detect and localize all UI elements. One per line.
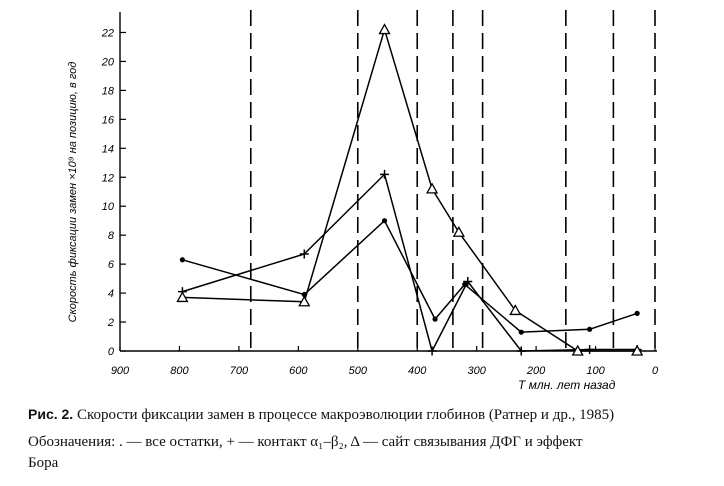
y-tick-label: 10 (102, 201, 115, 213)
triangle-point (509, 304, 522, 316)
triangle-point (176, 291, 189, 303)
y-tick-label: 18 (102, 85, 115, 97)
dot-point (634, 310, 640, 316)
figure-legend-line-2: Бора (28, 455, 59, 471)
series-line-triangle (182, 28, 638, 352)
figure-number: Рис. 2. (28, 406, 74, 422)
figure-caption-title: Рис. 2. Скорости фиксации замен в процес… (28, 406, 614, 424)
triangle-point (298, 295, 311, 307)
triangle-point (378, 23, 391, 35)
plus-point (299, 249, 309, 259)
x-tick-label: 100 (586, 365, 605, 377)
x-tick-label: 600 (289, 365, 308, 377)
x-tick-label: 300 (467, 365, 486, 377)
y-tick-label: 8 (108, 230, 115, 242)
x-tick-label: 800 (170, 365, 189, 377)
y-tick-label: 2 (107, 317, 114, 329)
dot-point (518, 329, 524, 335)
x-tick-label: 200 (526, 365, 546, 377)
y-tick-label: 22 (101, 27, 114, 39)
y-tick-label: 6 (108, 259, 115, 271)
dot-point (381, 218, 388, 224)
x-tick-label: 400 (408, 365, 427, 377)
plus-point (585, 345, 595, 355)
plus-point (380, 169, 390, 179)
x-tick-label: 0 (652, 365, 659, 377)
dot-point (587, 326, 593, 332)
dot-point (179, 257, 186, 263)
triangle-point (631, 344, 644, 356)
figure-legend-line-1: Обозначения: . — все остатки, + — контак… (28, 434, 583, 450)
y-tick-label: 20 (101, 56, 115, 68)
y-tick-label: 12 (102, 172, 114, 184)
line-chart: 0 2 4 6 8 10 12 14 16 18 20 22 900 800 700 600 500 400 300… (67, 10, 659, 392)
x-tick-label: 500 (349, 365, 368, 377)
plus-point (427, 346, 437, 356)
plus-point (516, 346, 526, 356)
axes: 0 2 4 6 8 10 12 14 16 18 20 22 900 800 700 600 500 400 300… (101, 12, 659, 377)
x-tick-label: 900 (111, 365, 130, 377)
y-tick-label: 16 (102, 114, 115, 126)
triangle-point (452, 225, 465, 237)
plus-point (463, 277, 473, 287)
caption-text: Скорости фиксации замен в процессе макро… (76, 407, 615, 423)
series-group (176, 23, 644, 356)
y-axis-label: Скорость фиксации замен ×10⁹ на позицию,… (67, 62, 79, 323)
series-line-dot (182, 219, 638, 333)
x-axis-label: T млн. лет назад (518, 378, 616, 392)
dot-point (432, 316, 438, 322)
y-tick-label: 14 (102, 143, 114, 155)
triangle-point (425, 182, 439, 194)
y-tick-label: 0 (108, 346, 115, 358)
triangle-point (571, 344, 584, 356)
y-tick-label: 4 (108, 288, 114, 300)
vertical-dashed-lines (249, 10, 656, 351)
x-tick-label: 700 (230, 365, 249, 377)
